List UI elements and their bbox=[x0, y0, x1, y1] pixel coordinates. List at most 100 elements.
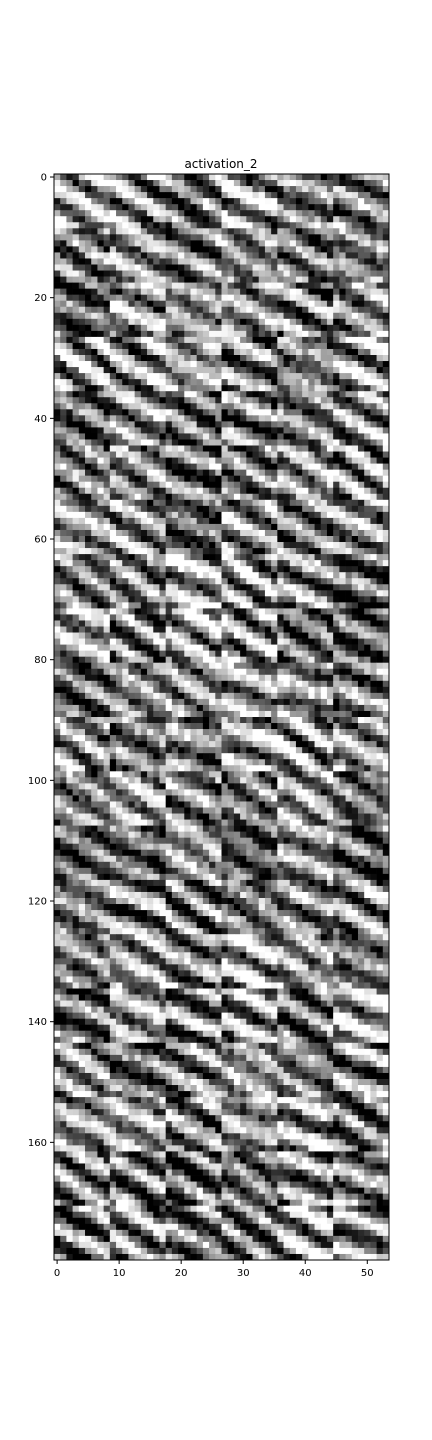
heatmap-cell bbox=[54, 650, 61, 658]
heatmap-cell bbox=[202, 511, 210, 519]
heatmap-cell bbox=[333, 554, 340, 561]
heatmap-cell bbox=[277, 180, 284, 187]
heatmap-cell bbox=[103, 312, 111, 320]
heatmap-cell bbox=[252, 348, 260, 356]
heatmap-cell bbox=[215, 336, 222, 344]
heatmap-cell bbox=[295, 252, 303, 259]
heatmap-cell bbox=[357, 361, 365, 368]
heatmap-cell bbox=[308, 204, 315, 211]
heatmap-cell bbox=[128, 228, 135, 235]
heatmap-cell bbox=[302, 469, 309, 477]
heatmap-cell bbox=[320, 439, 328, 446]
heatmap-cell bbox=[302, 542, 309, 549]
heatmap-cell bbox=[196, 421, 204, 428]
heatmap-cell bbox=[134, 717, 142, 724]
heatmap-cell bbox=[351, 180, 359, 187]
heatmap-cell bbox=[91, 439, 98, 446]
heatmap-cell bbox=[370, 228, 377, 235]
heatmap-cell bbox=[295, 602, 303, 609]
heatmap-cell bbox=[320, 234, 328, 241]
heatmap-cell bbox=[128, 427, 135, 434]
heatmap-cell bbox=[184, 403, 191, 410]
heatmap-cell bbox=[215, 222, 222, 229]
heatmap-cell bbox=[97, 717, 104, 724]
heatmap-cell bbox=[351, 692, 359, 700]
heatmap-cell bbox=[277, 379, 284, 386]
heatmap-cell bbox=[271, 614, 278, 621]
heatmap-cell bbox=[116, 523, 123, 531]
heatmap-cell bbox=[66, 445, 73, 452]
heatmap-cell bbox=[376, 656, 384, 664]
heatmap-cell bbox=[196, 584, 204, 591]
heatmap-cell bbox=[153, 499, 160, 507]
heatmap-cell bbox=[320, 324, 328, 332]
heatmap-cell bbox=[85, 723, 92, 730]
heatmap-cell bbox=[78, 542, 86, 549]
heatmap-cell bbox=[333, 222, 340, 229]
heatmap-cell bbox=[72, 282, 80, 289]
heatmap-cell bbox=[320, 650, 328, 658]
heatmap-cell bbox=[233, 662, 241, 670]
heatmap-cell bbox=[289, 548, 297, 555]
heatmap-cell bbox=[351, 246, 359, 253]
heatmap-cell bbox=[382, 210, 390, 217]
heatmap-cell bbox=[258, 608, 266, 615]
heatmap-cell bbox=[184, 264, 191, 271]
heatmap-cell bbox=[326, 216, 334, 223]
heatmap-cell bbox=[295, 330, 303, 338]
heatmap-cell bbox=[320, 228, 328, 235]
heatmap-cell bbox=[302, 717, 309, 724]
heatmap-cell bbox=[351, 644, 359, 651]
heatmap-cell bbox=[147, 174, 154, 181]
heatmap-cell bbox=[320, 698, 328, 706]
heatmap-cell bbox=[85, 686, 92, 694]
heatmap-cell bbox=[184, 282, 191, 289]
heatmap-cell bbox=[382, 650, 390, 658]
heatmap-cell bbox=[60, 620, 67, 627]
heatmap-cell bbox=[382, 481, 390, 489]
heatmap-cell bbox=[66, 620, 73, 627]
heatmap-cell bbox=[345, 596, 353, 603]
heatmap-cell bbox=[91, 228, 98, 235]
heatmap-cell bbox=[320, 222, 328, 229]
heatmap-cell bbox=[364, 186, 371, 193]
heatmap-cell bbox=[140, 222, 148, 229]
heatmap-cell bbox=[196, 560, 204, 567]
heatmap-cell bbox=[165, 578, 173, 585]
heatmap-cell bbox=[308, 608, 315, 615]
heatmap-cell bbox=[314, 620, 322, 627]
heatmap-cell bbox=[240, 481, 247, 489]
heatmap-cell bbox=[345, 554, 353, 561]
heatmap-cell bbox=[295, 463, 303, 470]
heatmap-cell bbox=[122, 717, 129, 724]
heatmap-cell bbox=[246, 306, 253, 314]
heatmap-cell bbox=[314, 717, 322, 724]
heatmap-cell bbox=[66, 355, 73, 362]
heatmap-cell bbox=[140, 560, 148, 567]
heatmap-cell bbox=[233, 487, 241, 495]
heatmap-cell bbox=[178, 174, 185, 181]
heatmap-cell bbox=[215, 602, 222, 609]
heatmap-cell bbox=[165, 499, 173, 507]
heatmap-cell bbox=[147, 590, 154, 597]
heatmap-cell bbox=[382, 493, 390, 501]
heatmap-cell bbox=[215, 192, 222, 199]
heatmap-cell bbox=[302, 397, 309, 404]
heatmap-cell bbox=[376, 180, 384, 187]
heatmap-cell bbox=[351, 192, 359, 199]
heatmap-cell bbox=[271, 704, 278, 712]
heatmap-cell bbox=[85, 626, 92, 633]
heatmap-cell bbox=[97, 523, 104, 531]
heatmap-cell bbox=[221, 729, 229, 736]
heatmap-cell bbox=[370, 258, 377, 265]
heatmap-cell bbox=[339, 517, 346, 525]
heatmap-cell bbox=[85, 554, 92, 561]
heatmap-cell bbox=[302, 523, 309, 531]
heatmap-cell bbox=[382, 421, 390, 428]
heatmap-cell bbox=[78, 656, 86, 664]
heatmap-cell bbox=[364, 240, 371, 247]
heatmap-cell bbox=[221, 723, 229, 730]
heatmap-cell bbox=[72, 355, 80, 362]
heatmap-cell bbox=[122, 596, 129, 603]
heatmap-cell bbox=[78, 336, 86, 344]
